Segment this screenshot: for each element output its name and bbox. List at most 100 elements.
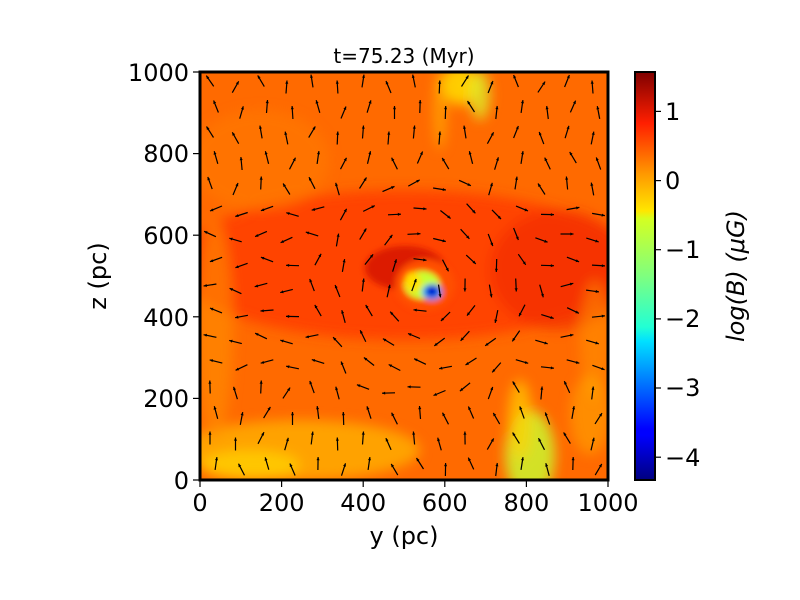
x-tick-label: 800 [503,489,549,517]
x-axis: 0 200 400 600 800 1000 y (pc) [192,480,639,550]
field-arrow-head [356,384,361,388]
field-arrow-head [472,260,476,264]
field-arrow-head [391,463,395,468]
field-arrow-head [444,106,448,110]
x-tick-label: 0 [192,489,207,517]
field-arrow-head [576,206,580,210]
field-arrow-head [590,182,594,186]
field-arrow-head [208,431,212,435]
field-arrow-head [496,157,499,161]
field-arrow-head [442,188,446,191]
field-arrow-head [363,228,367,232]
field-arrow-head [260,360,265,364]
x-axis-label: y (pc) [370,522,439,550]
field-arrow-head [524,361,529,364]
field-arrow-head [595,239,599,243]
field-arrow-head [494,268,498,272]
field-arrow-head [497,215,501,220]
field-arrow-head [413,308,417,312]
field-arrow-head [519,406,523,410]
field-arrow-head [495,106,499,110]
field-arrow-head [305,335,309,339]
field-arrow-head [423,258,427,262]
field-arrow-head [544,341,548,345]
field-arrow-head [434,342,438,346]
field-arrow-head [485,342,489,346]
colorbar-label: log(B) (μG) [722,210,750,342]
field-arrow-head [260,309,264,313]
field-arrow-head [387,131,391,135]
field-arrow-head [361,125,365,129]
field-arrow-head [439,366,443,370]
field-arrow-head [394,259,397,263]
field-arrow-head [544,157,548,162]
field-arrow-head [286,263,290,267]
field-arrow-head [438,294,442,298]
field-arrow-head [390,311,394,315]
field-arrow-head [472,209,476,214]
field-arrow-head [445,267,449,272]
field-arrow-head [538,131,542,136]
field-arrow-head [382,338,387,342]
field-arrow-head [240,412,244,416]
field-vector-arrows [203,74,606,477]
field-arrow-head [573,100,576,105]
field-arrow-head [368,457,371,461]
field-arrow-head [229,288,234,291]
field-arrow-head [519,312,522,317]
field-arrow-head [213,406,217,410]
field-arrow-head [314,304,318,309]
field-arrow-head [210,307,214,311]
field-arrow-head [575,310,579,314]
y-tick-label: 0 [174,467,189,495]
field-arrow-head [423,207,427,211]
field-arrow-head [411,74,415,78]
field-arrow-head [420,151,423,155]
field-arrow-head [566,125,570,130]
colorbar-tick-label: −4 [665,444,700,472]
field-arrow-head [545,463,549,467]
field-arrow-head [340,361,344,365]
field-arrow-head [521,151,524,155]
field-arrow-head [317,151,320,155]
field-heatmap [200,72,608,480]
y-axis: 0 200 400 600 800 1000 z (pc) [84,59,200,495]
field-arrow-head [261,432,264,436]
field-arrow-head [259,176,263,180]
field-arrow-head [492,369,496,373]
field-arrow-head [591,386,595,390]
field-arrow-head [467,312,471,316]
field-arrow-head [550,213,554,217]
field-arrow-head [312,126,316,130]
colorbar-gradient [634,71,656,481]
field-arrow-head [512,432,516,436]
field-arrow-head [209,259,214,263]
field-arrow-head [572,406,576,410]
field-arrow-head [595,157,599,161]
field-arrow-head [524,208,528,212]
field-arrow-head [465,75,469,79]
field-arrow-head [550,264,554,268]
field-arrow-head [335,182,338,187]
field-arrow-head [235,367,240,371]
field-arrow-head [459,387,464,392]
field-arrow-head [286,212,290,215]
field-arrow-head [442,412,446,417]
field-arrow-head [289,463,293,467]
field-arrow-head [286,314,290,318]
field-arrow-head [541,293,544,298]
field-arrow-head [512,337,516,342]
field-arrow-head [391,412,395,417]
y-tick-label: 800 [143,140,189,168]
field-arrow-head [234,437,237,441]
field-arrow-head [591,131,595,135]
field-arrow-head [397,212,401,216]
field-arrow-head [599,413,602,417]
field-arrow-head [254,284,259,288]
field-arrow-head [601,314,605,318]
field-arrow-head [570,333,574,337]
field-arrow-head [334,285,338,289]
field-arrow-head [255,234,259,237]
field-arrow-head [235,265,239,269]
field-arrow-head [368,100,372,104]
